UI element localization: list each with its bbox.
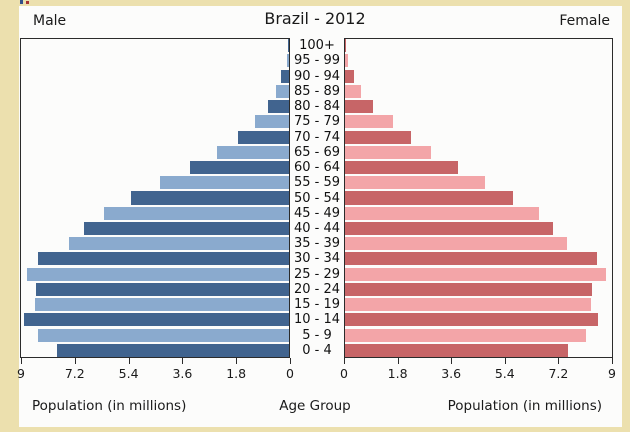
male-bar-55-59 <box>160 176 289 190</box>
female-bar-5-9 <box>345 328 587 342</box>
female-bar-85-89 <box>345 84 362 98</box>
male-bar-25-29 <box>27 267 289 281</box>
female-bar-75-79 <box>345 115 393 129</box>
male-bar-30-34 <box>37 252 289 266</box>
male-bar-90-94 <box>280 69 289 83</box>
age-group-label: 10 - 14 <box>293 312 341 328</box>
screen-artifact <box>26 1 29 4</box>
female-side-label: Female <box>559 13 610 29</box>
female-axis-tick <box>344 358 345 364</box>
male-bar-95-99 <box>287 54 289 68</box>
male-bar-20-24 <box>36 282 289 296</box>
female-bar-65-69 <box>345 145 432 159</box>
age-group-label: 20 - 24 <box>293 281 341 297</box>
male-axis-tick <box>236 358 238 364</box>
female-axis-tick <box>612 358 613 364</box>
male-axis-tick-label: 1.8 <box>226 366 247 381</box>
age-group-label: 25 - 29 <box>293 266 341 282</box>
age-group-label: 100+ <box>299 38 335 54</box>
age-group-label: 35 - 39 <box>293 236 341 252</box>
female-bar-30-34 <box>345 252 597 266</box>
age-group-label: 60 - 64 <box>293 160 341 176</box>
female-bar-90-94 <box>345 69 354 83</box>
female-axis-tick <box>504 358 506 364</box>
male-bar-70-74 <box>238 130 289 144</box>
age-group-label: 85 - 89 <box>293 83 341 99</box>
female-axis-tick-label: 3.6 <box>441 366 462 381</box>
male-axis-tick-label: 0 <box>286 366 294 381</box>
chart-title: Brazil - 2012 <box>264 9 366 28</box>
female-axis-tick-label: 0 <box>340 366 348 381</box>
age-group-label: 65 - 69 <box>293 144 341 160</box>
female-bar-95-99 <box>345 54 348 68</box>
male-axis-tick <box>21 358 22 364</box>
female-bar-35-39 <box>345 237 567 251</box>
age-group-label: 50 - 54 <box>293 190 341 206</box>
male-axis-tick <box>182 358 184 364</box>
male-axis-tick-label: 5.4 <box>118 366 139 381</box>
male-bar-0-4 <box>57 343 289 357</box>
female-bar-100+ <box>345 39 347 53</box>
female-axis-tick-label: 5.4 <box>494 366 515 381</box>
female-bar-20-24 <box>345 282 593 296</box>
male-bar-75-79 <box>254 115 289 129</box>
female-axis-tick-label: 1.8 <box>387 366 408 381</box>
male-bar-65-69 <box>217 145 289 159</box>
age-group-label: 80 - 84 <box>293 99 341 115</box>
male-axis-caption: Population (in millions) <box>32 398 187 414</box>
male-axis-tick-label: 7.2 <box>64 366 85 381</box>
female-bar-10-14 <box>345 313 599 327</box>
female-bar-55-59 <box>345 176 485 190</box>
female-bar-80-84 <box>345 100 374 114</box>
screen-artifact <box>20 0 23 4</box>
female-bar-60-64 <box>345 161 459 175</box>
male-axis-tick <box>128 358 130 364</box>
female-bar-40-44 <box>345 221 554 235</box>
female-bar-50-54 <box>345 191 514 205</box>
male-axis-tick-label: 3.6 <box>172 366 193 381</box>
male-axis-tick <box>290 358 291 364</box>
male-bar-100+ <box>288 39 289 53</box>
age-group-label: 40 - 44 <box>293 220 341 236</box>
age-group-label: 45 - 49 <box>293 205 341 221</box>
male-bar-50-54 <box>130 191 289 205</box>
female-bar-45-49 <box>345 206 539 220</box>
male-bar-40-44 <box>84 221 289 235</box>
age-group-label: 55 - 59 <box>293 175 341 191</box>
male-bar-5-9 <box>37 328 289 342</box>
age-group-label: 30 - 34 <box>293 251 341 267</box>
female-bar-70-74 <box>345 130 411 144</box>
female-axis-tick-label: 9 <box>608 366 616 381</box>
male-bar-35-39 <box>69 237 289 251</box>
female-bar-0-4 <box>345 343 569 357</box>
male-bar-60-64 <box>190 161 289 175</box>
age-group-caption: Age Group <box>279 398 351 414</box>
female-axis-caption: Population (in millions) <box>447 398 602 414</box>
male-bar-15-19 <box>34 298 289 312</box>
male-axis-tick <box>74 358 76 364</box>
male-bar-45-49 <box>103 206 289 220</box>
male-axis-tick-label: 9 <box>17 366 25 381</box>
female-bar-15-19 <box>345 298 591 312</box>
male-side-label: Male <box>33 13 67 29</box>
male-bar-85-89 <box>275 84 289 98</box>
female-axis-tick <box>558 358 560 364</box>
age-group-label: 5 - 9 <box>302 327 332 343</box>
age-group-label: 75 - 79 <box>293 114 341 130</box>
female-axis-tick <box>397 358 399 364</box>
female-axis-tick <box>451 358 453 364</box>
female-axis-tick-label: 7.2 <box>548 366 569 381</box>
age-group-label: 95 - 99 <box>293 53 341 69</box>
age-group-label: 90 - 94 <box>293 68 341 84</box>
age-group-label: 15 - 19 <box>293 297 341 313</box>
male-bar-10-14 <box>24 313 289 327</box>
age-group-label: 0 - 4 <box>302 342 332 358</box>
female-bar-25-29 <box>345 267 606 281</box>
male-bar-80-84 <box>268 100 289 114</box>
age-group-label: 70 - 74 <box>293 129 341 145</box>
